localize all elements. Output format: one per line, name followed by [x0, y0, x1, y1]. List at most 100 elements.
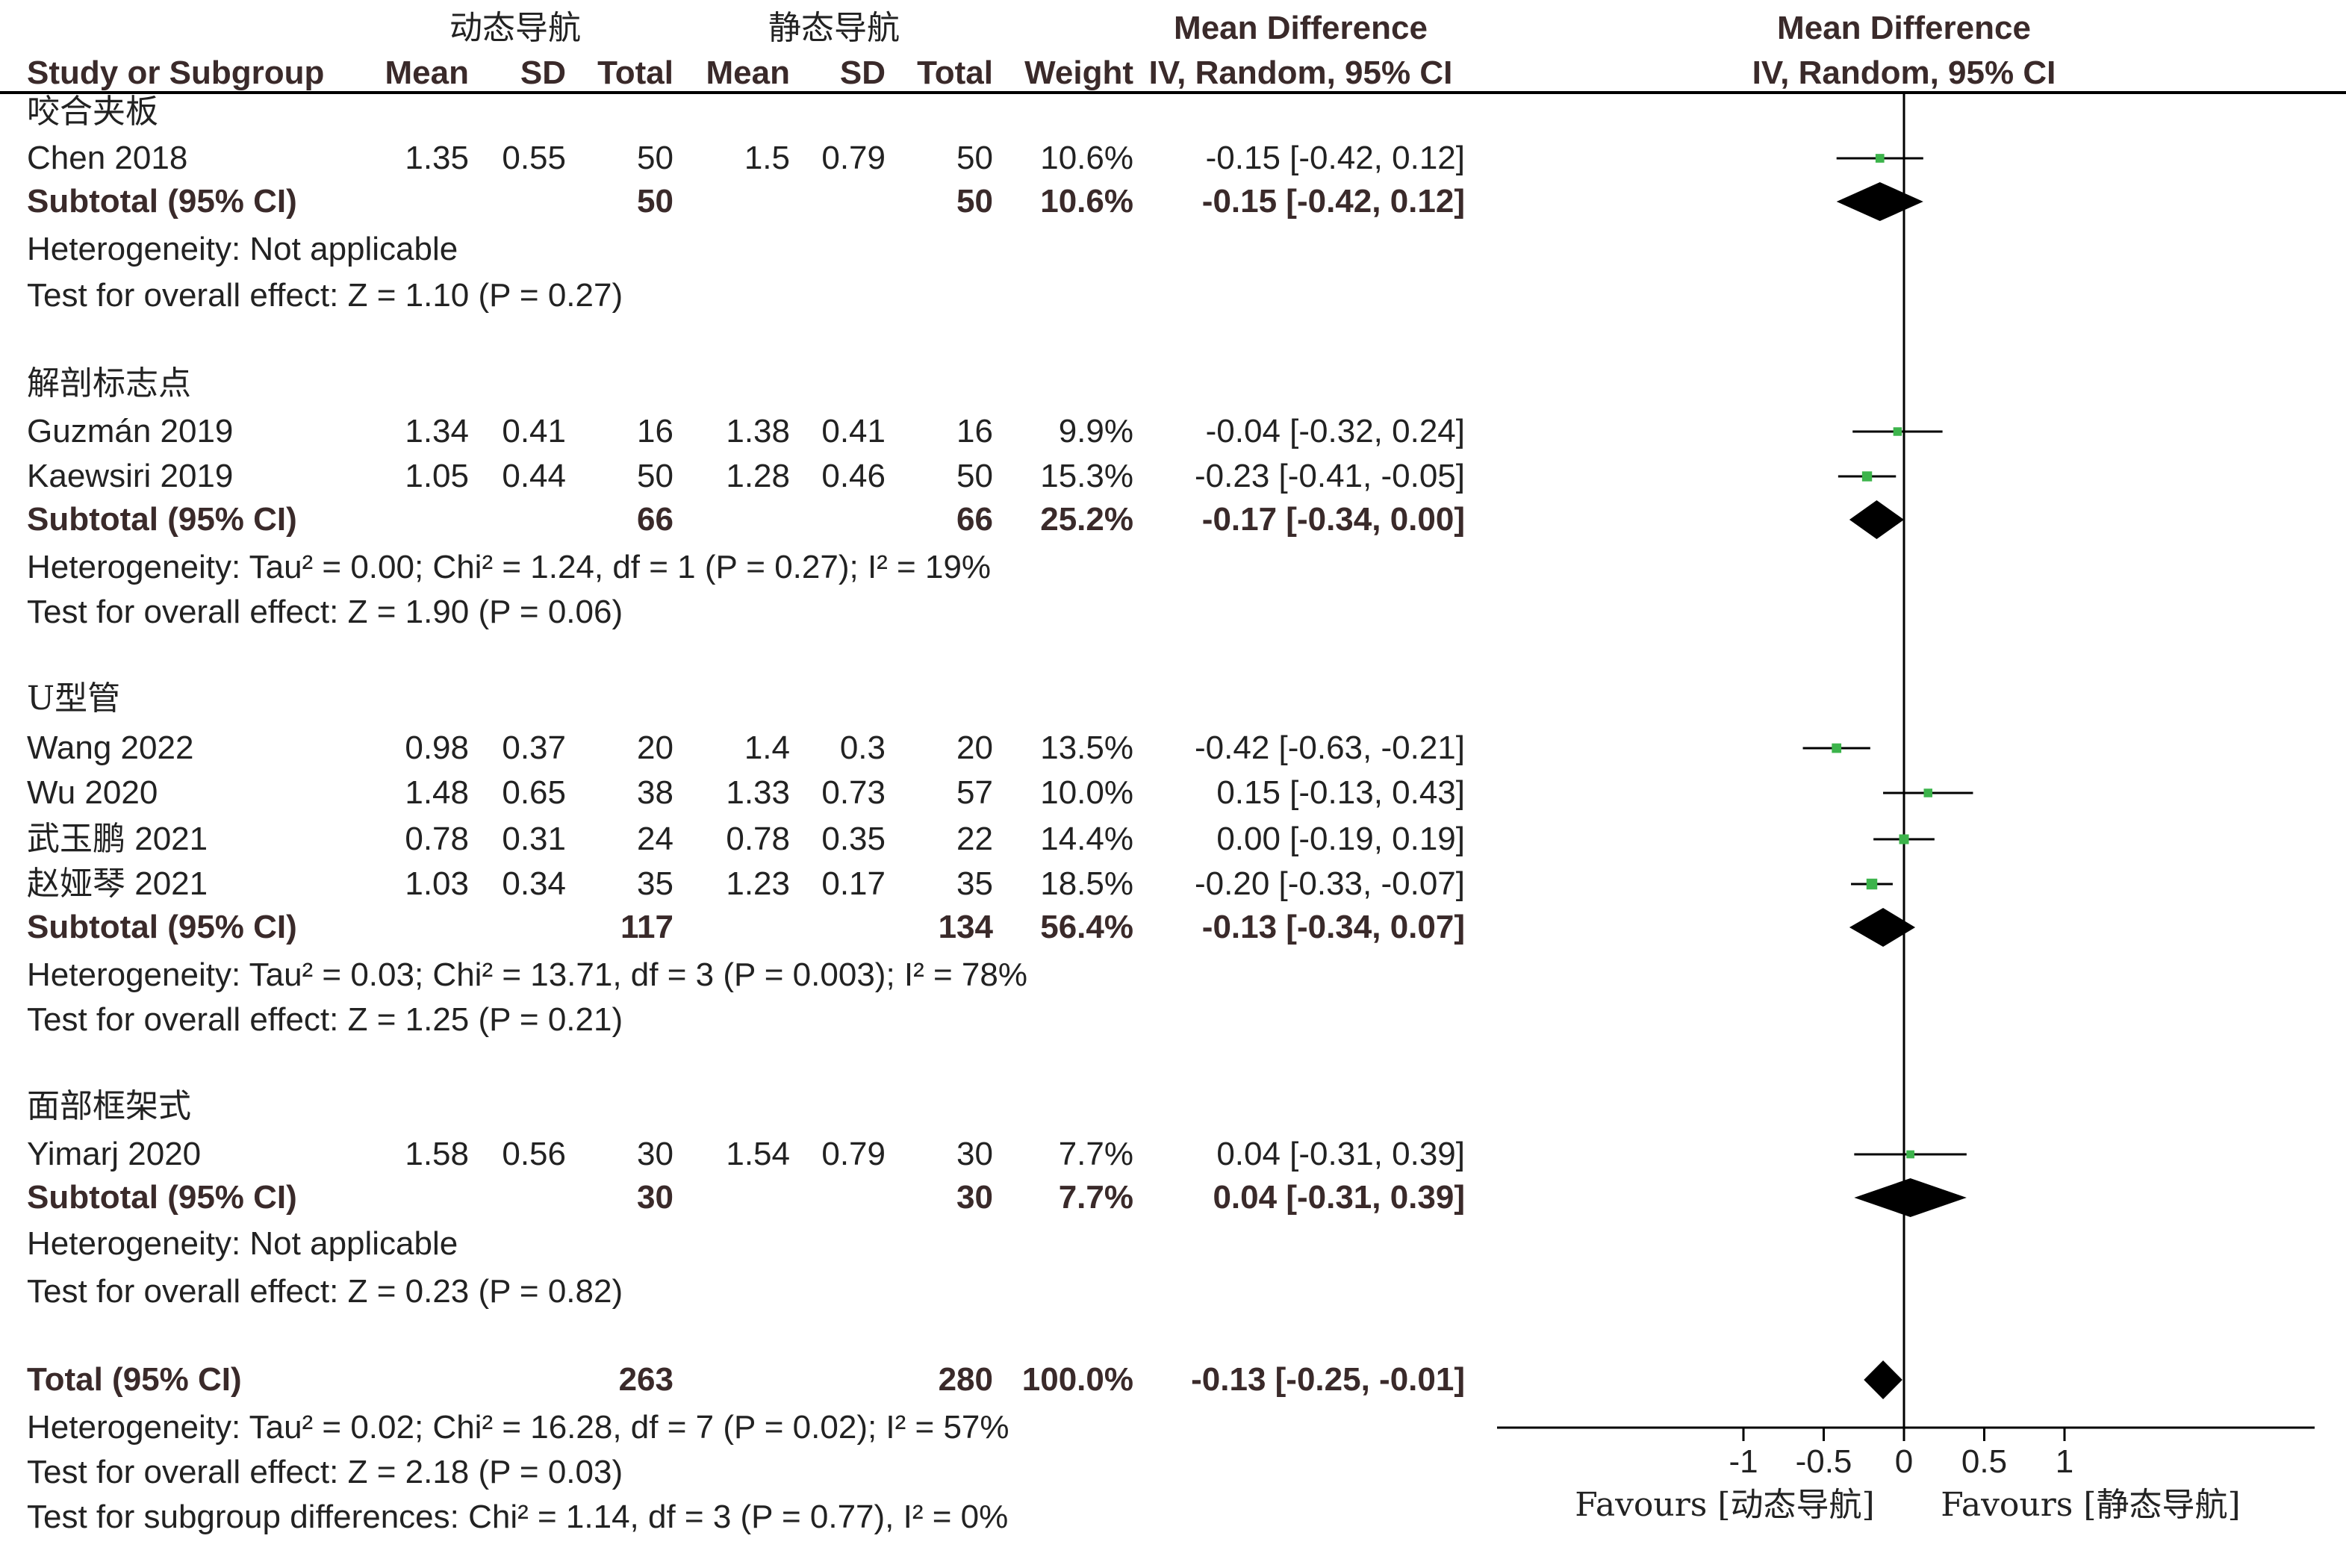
study-md-ci: -0.20 [-0.33, -0.07] [1195, 865, 1465, 902]
subtotal-total-ctrl: 30 [956, 1179, 993, 1216]
header-md-title: Mean Difference [1174, 10, 1428, 46]
study-weight: 15.3% [1040, 458, 1133, 494]
study-point-marker [1861, 471, 1873, 482]
study-total-ctrl: 50 [956, 140, 993, 176]
subtotal-md-ci: 0.04 [-0.31, 0.39] [1213, 1179, 1465, 1216]
study-mean-ctrl: 1.38 [726, 413, 790, 449]
study-mean-exp: 1.34 [405, 413, 469, 449]
study-name: Wu 2020 [27, 774, 158, 811]
study-sd-ctrl: 0.41 [821, 413, 886, 449]
overall-effect-text: Test for overall effect: Z = 1.25 (P = 0… [27, 1001, 623, 1038]
subtotal-label: Subtotal (95% CI) [27, 1179, 297, 1216]
header-md-sub: IV, Random, 95% CI [1149, 55, 1453, 91]
study-mean-exp: 1.48 [405, 774, 469, 811]
header-total-exp: Total [597, 55, 673, 91]
study-total-ctrl: 22 [956, 821, 993, 857]
header-plot-title: Mean Difference [1777, 10, 2031, 46]
subgroup-title: U型管 [27, 679, 120, 718]
study-weight: 14.4% [1040, 821, 1133, 857]
summary-diamond [1849, 908, 1916, 947]
total-md-ci: -0.13 [-0.25, -0.01] [1191, 1361, 1465, 1398]
study-mean-ctrl: 1.54 [726, 1136, 790, 1172]
study-sd-exp: 0.44 [502, 458, 566, 494]
study-total-exp: 50 [637, 140, 673, 176]
study-total-exp: 20 [637, 729, 673, 766]
heterogeneity-text: Heterogeneity: Not applicable [27, 231, 458, 267]
study-total-exp: 24 [637, 821, 673, 857]
subgroup-title: 咬合夹板 [27, 93, 158, 131]
subgroup-title: 面部框架式 [27, 1087, 191, 1125]
study-total-exp: 16 [637, 413, 673, 449]
header-mean-ctrl: Mean [706, 55, 790, 91]
subtotal-total-ctrl: 50 [956, 183, 993, 220]
total-total-exp: 263 [619, 1361, 673, 1398]
total-total-ctrl: 280 [939, 1361, 993, 1398]
header-sd-exp: SD [520, 55, 566, 91]
study-total-ctrl: 50 [956, 458, 993, 494]
header-total-ctrl: Total [917, 55, 993, 91]
study-name: Guzmán 2019 [27, 413, 233, 449]
study-md-ci: -0.04 [-0.32, 0.24] [1206, 413, 1465, 449]
study-name: Wang 2022 [27, 729, 193, 766]
study-mean-ctrl: 1.28 [726, 458, 790, 494]
study-md-ci: -0.15 [-0.42, 0.12] [1206, 140, 1465, 176]
study-point-marker [1923, 788, 1932, 797]
study-sd-exp: 0.34 [502, 865, 566, 902]
total-overall-effect-text: Test for overall effect: Z = 2.18 (P = 0… [27, 1454, 623, 1490]
study-sd-exp: 0.55 [502, 140, 566, 176]
study-mean-ctrl: 0.78 [726, 821, 790, 857]
study-sd-exp: 0.65 [502, 774, 566, 811]
study-mean-ctrl: 1.33 [726, 774, 790, 811]
x-tick-label: 0 [1895, 1443, 1913, 1480]
study-weight: 13.5% [1040, 729, 1133, 766]
study-mean-exp: 0.78 [405, 821, 469, 857]
subtotal-total-exp: 50 [637, 183, 673, 220]
subgroup-differences-text: Test for subgroup differences: Chi² = 1.… [27, 1499, 1008, 1535]
study-sd-ctrl: 0.46 [821, 458, 886, 494]
subtotal-md-ci: -0.17 [-0.34, 0.00] [1202, 501, 1465, 538]
header-weight: Weight [1024, 55, 1133, 91]
overall-effect-text: Test for overall effect: Z = 1.90 (P = 0… [27, 594, 623, 630]
study-name: 武玉鹏 2021 [27, 821, 208, 857]
study-sd-ctrl: 0.35 [821, 821, 886, 857]
study-mean-exp: 1.03 [405, 865, 469, 902]
header-group-ctrl: 静态导航 [768, 9, 900, 47]
study-mean-exp: 1.35 [405, 140, 469, 176]
subtotal-label: Subtotal (95% CI) [27, 501, 297, 538]
study-point-marker [1866, 878, 1878, 890]
x-tick-label: -1 [1729, 1443, 1758, 1480]
study-total-exp: 30 [637, 1136, 673, 1172]
subtotal-weight: 56.4% [1040, 909, 1133, 945]
study-total-ctrl: 20 [956, 729, 993, 766]
x-tick-label: 0.5 [1961, 1443, 2007, 1480]
study-mean-ctrl: 1.4 [744, 729, 790, 766]
summary-diamond [1849, 500, 1904, 539]
x-tick-label: 1 [2056, 1443, 2073, 1480]
heterogeneity-text: Heterogeneity: Tau² = 0.00; Chi² = 1.24,… [27, 549, 991, 585]
study-mean-exp: 1.05 [405, 458, 469, 494]
header-group-exp: 动态导航 [449, 9, 581, 47]
x-tick-label: -0.5 [1796, 1443, 1852, 1480]
plot-area: -1 -0.5 0 0.5 1 [1497, 93, 2315, 1480]
subtotal-total-ctrl: 134 [939, 909, 994, 945]
study-name: Kaewsiri 2019 [27, 458, 233, 494]
summary-diamond [1836, 182, 1923, 221]
study-weight: 9.9% [1059, 413, 1133, 449]
study-total-ctrl: 35 [956, 865, 993, 902]
subtotal-md-ci: -0.15 [-0.42, 0.12] [1202, 183, 1465, 220]
study-total-exp: 35 [637, 865, 673, 902]
study-weight: 7.7% [1059, 1136, 1133, 1172]
total-weight: 100.0% [1022, 1361, 1133, 1398]
header-sd-ctrl: SD [840, 55, 886, 91]
subtotal-total-ctrl: 66 [956, 501, 993, 538]
study-point-marker [1893, 427, 1902, 436]
header-study: Study or Subgroup [27, 55, 324, 91]
study-sd-ctrl: 0.79 [821, 1136, 886, 1172]
study-name: Chen 2018 [27, 140, 187, 176]
study-mean-exp: 0.98 [405, 729, 469, 766]
study-point-marker [1899, 834, 1909, 844]
study-sd-exp: 0.41 [502, 413, 566, 449]
subtotal-weight: 10.6% [1040, 183, 1133, 220]
subtotal-md-ci: -0.13 [-0.34, 0.07] [1202, 909, 1465, 945]
